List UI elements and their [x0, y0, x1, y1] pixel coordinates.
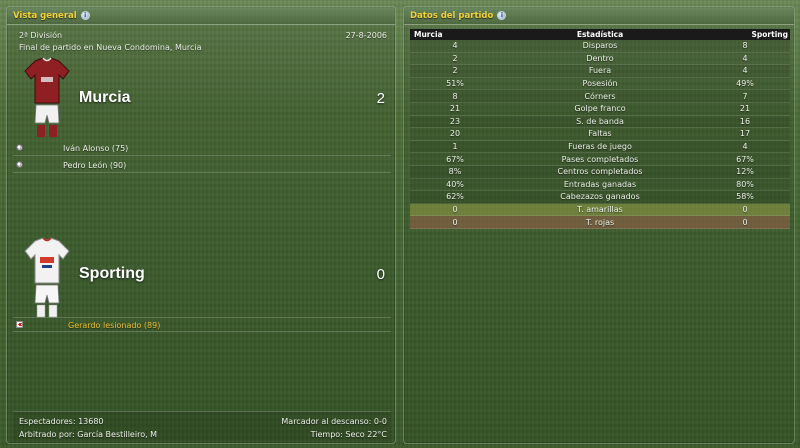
- stat-label: Fuera: [588, 66, 612, 76]
- stats-row: 1 Fueras de juego 4: [410, 140, 790, 154]
- stat-away-value: 7: [742, 91, 748, 101]
- overview-header: Vista general i: [7, 7, 395, 25]
- stats-row: 2 Dentro 4: [410, 52, 790, 66]
- stat-away-value: 4: [742, 142, 748, 152]
- stat-label: T. amarillas: [577, 205, 623, 215]
- spectators: Espectadores: 13680: [19, 417, 104, 426]
- stat-home-value: 8: [452, 91, 458, 101]
- stats-title: Datos del partido: [410, 10, 494, 21]
- ball-icon: [16, 161, 23, 168]
- stat-away-value: 67%: [736, 154, 754, 164]
- stats-col-away[interactable]: Sporting: [751, 30, 789, 39]
- stats-row: 62% Cabezazos ganados 58%: [410, 191, 790, 204]
- home-team-name: Murcia: [79, 89, 131, 106]
- stat-label: Centros completados: [557, 167, 643, 177]
- injury-icon: [16, 321, 23, 328]
- division-label: 2ª División: [19, 31, 63, 40]
- halftime-score: Marcador al descanso: 0-0: [281, 417, 387, 426]
- stat-home-value: 2: [452, 53, 458, 63]
- stat-away-value: 49%: [736, 79, 754, 89]
- stat-label: Faltas: [588, 129, 612, 139]
- home-kit-icon: [24, 57, 70, 137]
- stats-row: 21 Golpe franco 21: [410, 102, 790, 116]
- home-team-score: 2: [376, 90, 385, 107]
- stats-row: 20 Faltas 17: [410, 128, 790, 141]
- away-kit-icon: [24, 237, 70, 318]
- stat-label: Córners: [584, 91, 616, 101]
- stats-row: 40% Entradas ganadas 80%: [410, 178, 790, 192]
- stat-away-value: 0: [742, 217, 748, 227]
- stat-home-value: 20: [449, 129, 461, 139]
- stat-home-value: 23: [449, 116, 461, 126]
- stat-home-value: 0: [452, 217, 458, 227]
- stats-row: 8 Córners 7: [410, 90, 790, 103]
- stat-label: Disparos: [582, 41, 618, 51]
- stats-panel: Datos del partido i Murcia Estadística S…: [403, 6, 795, 444]
- stat-home-value: 40%: [446, 179, 464, 189]
- stat-away-value: 12%: [736, 167, 754, 177]
- stat-home-value: 2: [452, 66, 458, 76]
- stat-label: Pases completados: [561, 154, 639, 164]
- stat-away-value: 17: [739, 129, 751, 139]
- stat-home-value: 51%: [446, 79, 464, 89]
- overview-panel: Vista general i 2ª División 27-8-2006 Fi…: [6, 6, 396, 444]
- stats-header-row: Murcia Estadística Sporting: [410, 29, 790, 40]
- stats-row-red-cards: 0 T. rojas 0: [410, 216, 790, 229]
- stat-home-value: 4: [452, 41, 458, 51]
- away-team-score: 0: [376, 266, 385, 283]
- stat-home-value: 21: [449, 104, 461, 114]
- stat-label: Posesión: [582, 79, 618, 89]
- stat-home-value: 62%: [446, 192, 464, 202]
- stats-row: 8% Centros completados 12%: [410, 165, 790, 179]
- stats-row: 23 S. de banda 16: [410, 115, 790, 129]
- match-date: 27-8-2006: [345, 31, 387, 40]
- stat-home-value: 1: [452, 142, 458, 152]
- injury-row: Gerardo lesionado (89): [13, 317, 391, 332]
- stat-away-value: 0: [742, 205, 748, 215]
- stats-header: Datos del partido i: [404, 7, 794, 25]
- referee: Arbitrado por: García Bestilleiro, M: [19, 430, 158, 439]
- stat-away-value: 21: [739, 104, 751, 114]
- stat-label: Fueras de juego: [568, 142, 632, 152]
- match-note: Final de partido en Nueva Condomina, Mur…: [19, 43, 202, 52]
- scorer-name: Iván Alonso (75): [63, 144, 129, 153]
- stats-col-label[interactable]: Estadística: [576, 30, 624, 39]
- stats-row: 51% Posesión 49%: [410, 77, 790, 91]
- stat-away-value: 4: [742, 53, 748, 63]
- stats-row: 2 Fuera 4: [410, 65, 790, 78]
- stat-label: S. de banda: [576, 116, 624, 126]
- stats-row-yellow-cards: 0 T. amarillas 0: [410, 203, 790, 217]
- stat-away-value: 8: [742, 41, 748, 51]
- away-team-name: Sporting: [79, 265, 145, 282]
- stat-home-value: 67%: [446, 154, 464, 164]
- match-footer: Espectadores: 13680 Marcador al descanso…: [13, 411, 391, 441]
- stats-col-home[interactable]: Murcia: [414, 30, 443, 39]
- stat-away-value: 80%: [736, 179, 754, 189]
- stat-home-value: 0: [452, 205, 458, 215]
- stat-home-value: 8%: [448, 167, 462, 177]
- stat-label: Golpe franco: [574, 104, 626, 114]
- stat-label: Cabezazos ganados: [560, 192, 640, 202]
- info-icon[interactable]: i: [497, 11, 507, 20]
- injury-text: Gerardo lesionado (89): [68, 321, 161, 330]
- stats-row: 67% Pases completados 67%: [410, 153, 790, 166]
- stat-away-value: 58%: [736, 192, 754, 202]
- stat-away-value: 16: [739, 116, 751, 126]
- stats-row: 4 Disparos 8: [410, 40, 790, 53]
- weather: Tiempo: Seco 22°C: [310, 430, 387, 439]
- scorer-name: Pedro León (90): [63, 161, 127, 170]
- scorer-row: Iván Alonso (75): [13, 141, 391, 156]
- overview-title: Vista general: [13, 10, 77, 21]
- stat-label: Dentro: [586, 53, 614, 63]
- scorer-row: Pedro León (90): [13, 158, 391, 173]
- stats-table: Murcia Estadística Sporting 4 Disparos 8…: [410, 29, 790, 229]
- stat-label: T. rojas: [585, 217, 615, 227]
- ball-icon: [16, 144, 23, 151]
- info-icon[interactable]: i: [80, 11, 90, 20]
- stat-away-value: 4: [742, 66, 748, 76]
- stat-label: Entradas ganadas: [563, 179, 637, 189]
